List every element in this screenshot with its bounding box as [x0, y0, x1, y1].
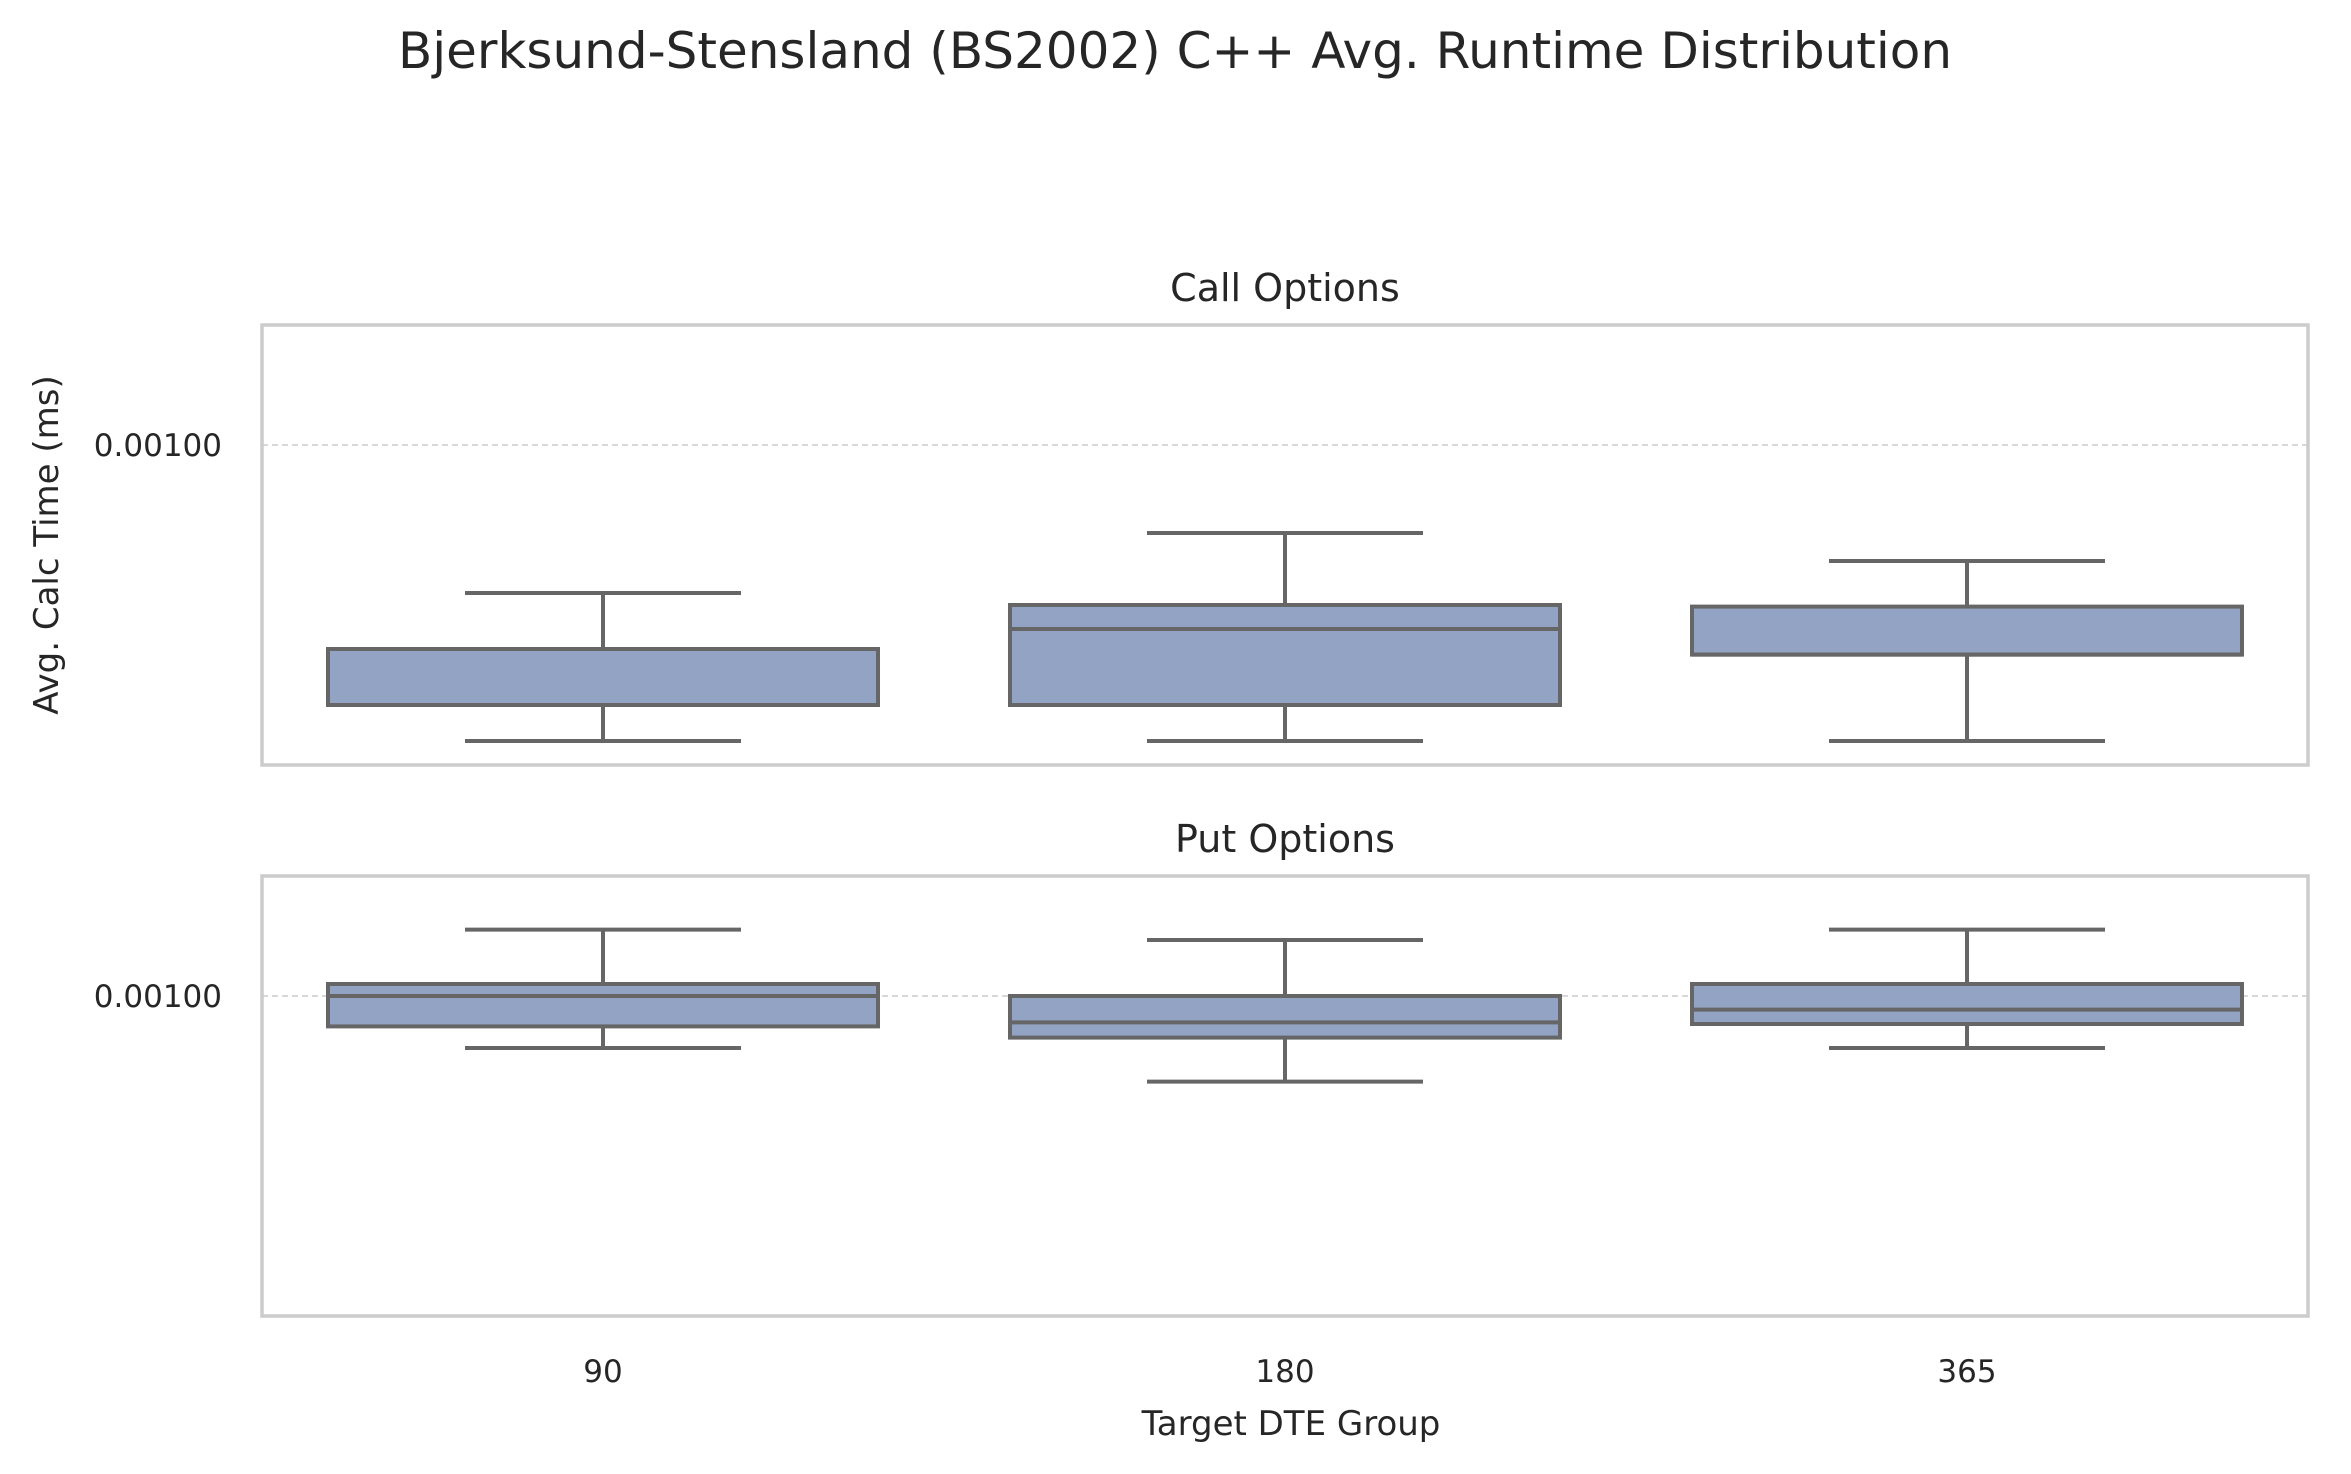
iqr-box	[1690, 982, 2244, 1026]
x-tick-label: 180	[1255, 1354, 1314, 1390]
panel-title: Put Options	[1175, 817, 1395, 861]
y-axis-label: Avg. Calc Time (ms)	[27, 375, 67, 715]
box-90	[326, 591, 880, 743]
box-180	[1008, 938, 1562, 1084]
iqr-box	[326, 982, 880, 1029]
box-180	[1008, 531, 1562, 743]
put-options-panel: Put Options 0.00100 90 180 365	[94, 817, 2310, 1390]
box-365	[1690, 559, 2244, 743]
x-axis-label: Target DTE Group	[1141, 1404, 1441, 1444]
iqr-box	[1690, 604, 2244, 657]
iqr-box	[1008, 994, 1562, 1040]
x-tick-label: 365	[1937, 1354, 1996, 1390]
box-365	[1690, 927, 2244, 1050]
x-tick-label: 90	[583, 1354, 622, 1390]
figure-title: Bjerksund-Stensland (BS2002) C++ Avg. Ru…	[398, 22, 1952, 80]
panel-title: Call Options	[1170, 266, 1400, 310]
iqr-box	[1008, 603, 1562, 707]
y-tick-label: 0.00100	[94, 428, 222, 464]
box-90	[326, 927, 880, 1050]
y-tick-label: 0.00100	[94, 979, 222, 1015]
iqr-box	[326, 647, 880, 707]
call-options-panel: Call Options 0.00100	[94, 266, 2310, 767]
